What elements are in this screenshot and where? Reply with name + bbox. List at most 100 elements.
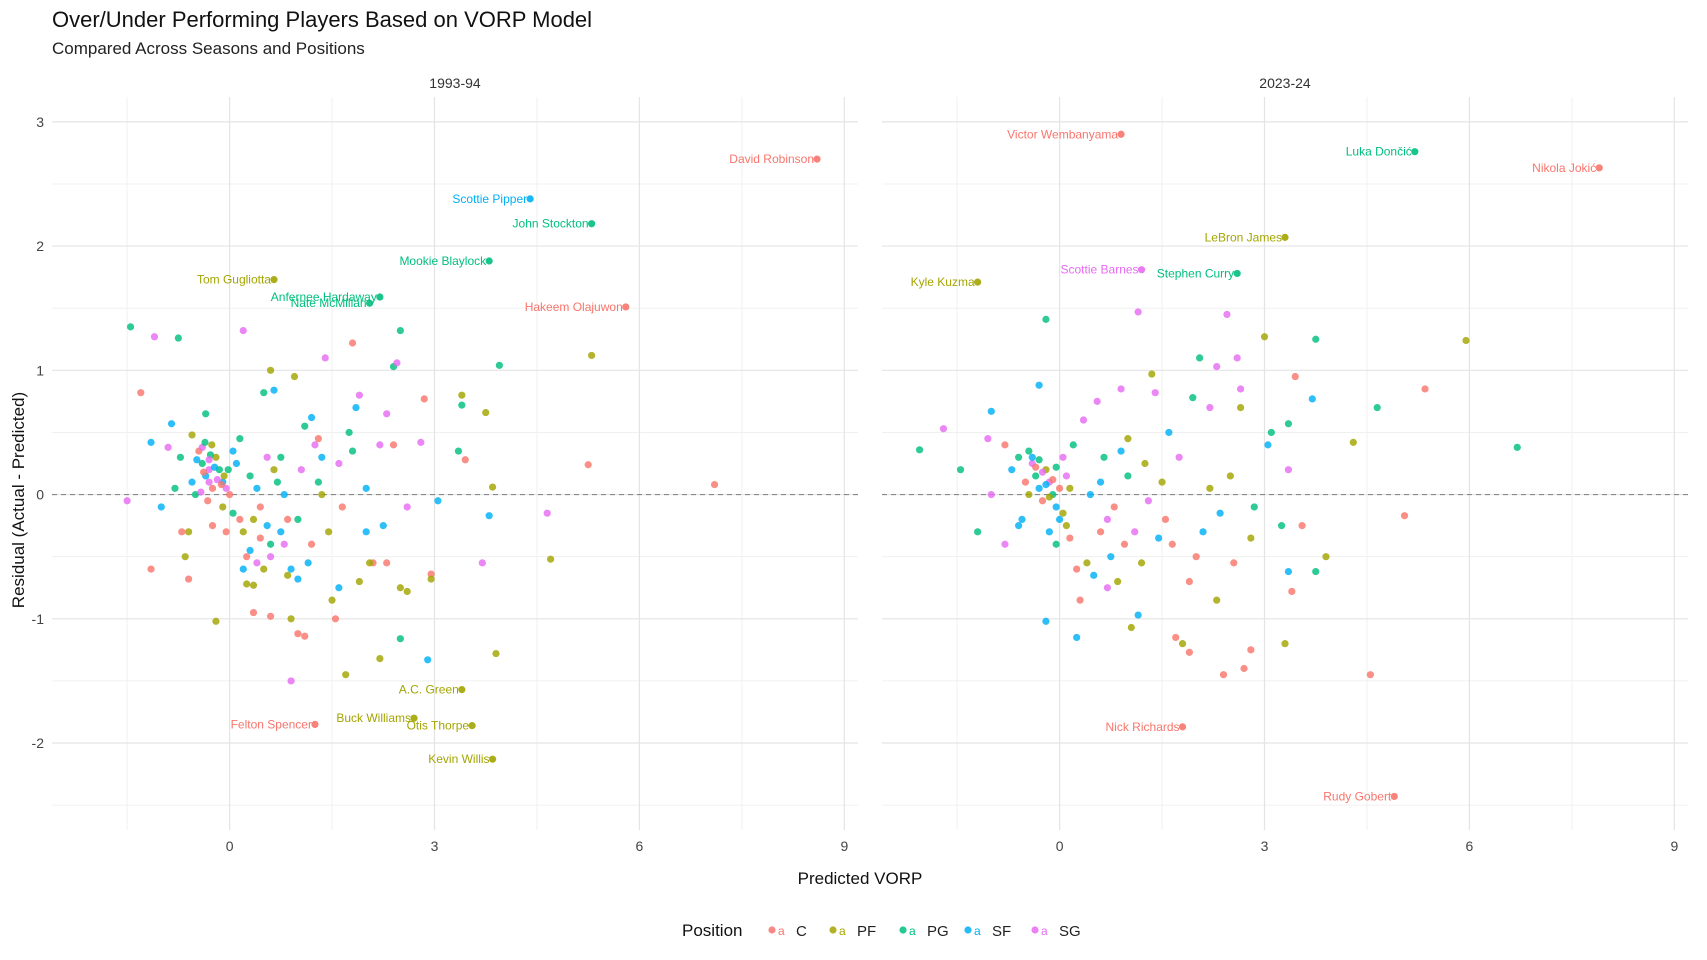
data-point-C [1185, 648, 1193, 656]
data-point-SG [297, 466, 305, 474]
x-tick-label: 6 [636, 838, 644, 854]
data-point-PG [1189, 394, 1197, 402]
labeled-point [458, 686, 466, 694]
data-point-C [1076, 596, 1084, 604]
data-point-PF [488, 483, 497, 491]
data-point-PG [260, 389, 268, 397]
data-point-PG [1015, 453, 1023, 461]
data-point-SG [543, 509, 551, 517]
data-point-PF [1349, 438, 1357, 446]
data-point-PG [1042, 315, 1050, 323]
data-point-SF [167, 420, 176, 428]
labeled-point [410, 714, 418, 722]
x-tick-label: 0 [226, 838, 234, 854]
y-tick-label: 3 [36, 114, 44, 130]
data-point-PF [547, 555, 555, 563]
data-point-PG [1284, 420, 1293, 428]
data-point-PG [171, 484, 179, 492]
data-point-PF [220, 472, 228, 480]
data-point-PF [185, 528, 193, 536]
data-point-PG [246, 472, 254, 480]
data-point-PF [355, 577, 363, 586]
data-point-PG [1312, 335, 1320, 343]
legend-label: SG [1059, 923, 1081, 940]
data-point-SF [188, 478, 196, 486]
labeled-point [1178, 723, 1187, 731]
data-point-SF [280, 490, 288, 499]
data-point-PG [273, 478, 282, 486]
data-point-PG [348, 447, 357, 455]
data-point-SF [1134, 611, 1142, 619]
data-point-PF [1158, 478, 1166, 486]
labeled-point [1137, 266, 1146, 274]
data-point-SG [383, 410, 391, 418]
data-point-PG [198, 459, 206, 468]
data-point-PF [1141, 459, 1149, 468]
data-point-SF [1155, 534, 1163, 542]
data-point-PF [239, 528, 247, 536]
data-point-PG [458, 401, 466, 409]
labeled-point [270, 276, 278, 284]
data-point-C [1049, 476, 1057, 484]
chart-title: Over/Under Performing Players Based on V… [52, 7, 592, 32]
data-point-SF [485, 512, 493, 520]
data-point-PG [1312, 567, 1320, 576]
labeled-point [1595, 164, 1603, 172]
data-point-PF [325, 528, 333, 536]
data-point-SG [1284, 466, 1293, 474]
data-point-PF [287, 615, 295, 623]
data-point-C [1400, 512, 1409, 520]
data-point-C [1168, 540, 1176, 548]
legend-key-point [964, 926, 972, 934]
data-point-C [710, 481, 719, 489]
data-point-PF [270, 466, 278, 474]
data-point-PF [328, 596, 336, 604]
data-point-PG [277, 453, 285, 461]
data-point-SF [1035, 381, 1043, 389]
data-point-PG [202, 410, 210, 418]
data-point-SF [1199, 528, 1207, 536]
data-point-PG [294, 515, 302, 524]
data-point-SG [1117, 385, 1125, 393]
legend-label: SF [992, 923, 1011, 940]
data-point-SF [1096, 478, 1105, 486]
player-label: Stephen Curry [1157, 266, 1234, 280]
y-axis-title: Residual (Actual - Predicted) [9, 392, 28, 608]
data-point-PG [1032, 472, 1040, 480]
data-point-PF [1178, 640, 1187, 648]
data-point-SG [321, 354, 329, 362]
facet-panels: 1993-94 0 3 6 9 -2 -1 0 1 2 3 David Robinson Scottie… [32, 75, 1688, 854]
data-point-C [249, 608, 258, 617]
legend-label: PG [927, 923, 949, 940]
data-point-C [1096, 528, 1105, 536]
data-point-C [284, 515, 292, 524]
data-point-PF [1206, 484, 1214, 492]
data-point-PF [266, 366, 275, 374]
data-point-SF [1045, 528, 1053, 536]
data-point-C [1055, 484, 1064, 492]
data-point-C [331, 615, 340, 623]
data-point-C [1001, 441, 1009, 449]
data-point-SF [1264, 441, 1272, 449]
labeled-point [1233, 269, 1241, 278]
data-point-C [225, 490, 234, 499]
data-point-C [1288, 587, 1296, 596]
data-point-SF [434, 497, 442, 505]
data-point-SG [417, 438, 425, 446]
data-point-SF [277, 528, 285, 536]
player-label: LeBron James [1205, 230, 1282, 244]
legend-key-glyph: a [974, 924, 981, 938]
labeled-point [622, 303, 630, 311]
data-point-SF [1308, 395, 1316, 403]
data-point-PF [1062, 522, 1071, 530]
x-tick-label: 6 [1466, 838, 1474, 854]
data-point-C [1421, 385, 1429, 393]
data-point-C [1185, 577, 1193, 586]
data-point-SF [147, 438, 155, 446]
data-point-PF [208, 441, 216, 449]
data-point-SF [1052, 503, 1060, 511]
data-point-PF [260, 565, 268, 573]
data-point-C [256, 503, 264, 511]
